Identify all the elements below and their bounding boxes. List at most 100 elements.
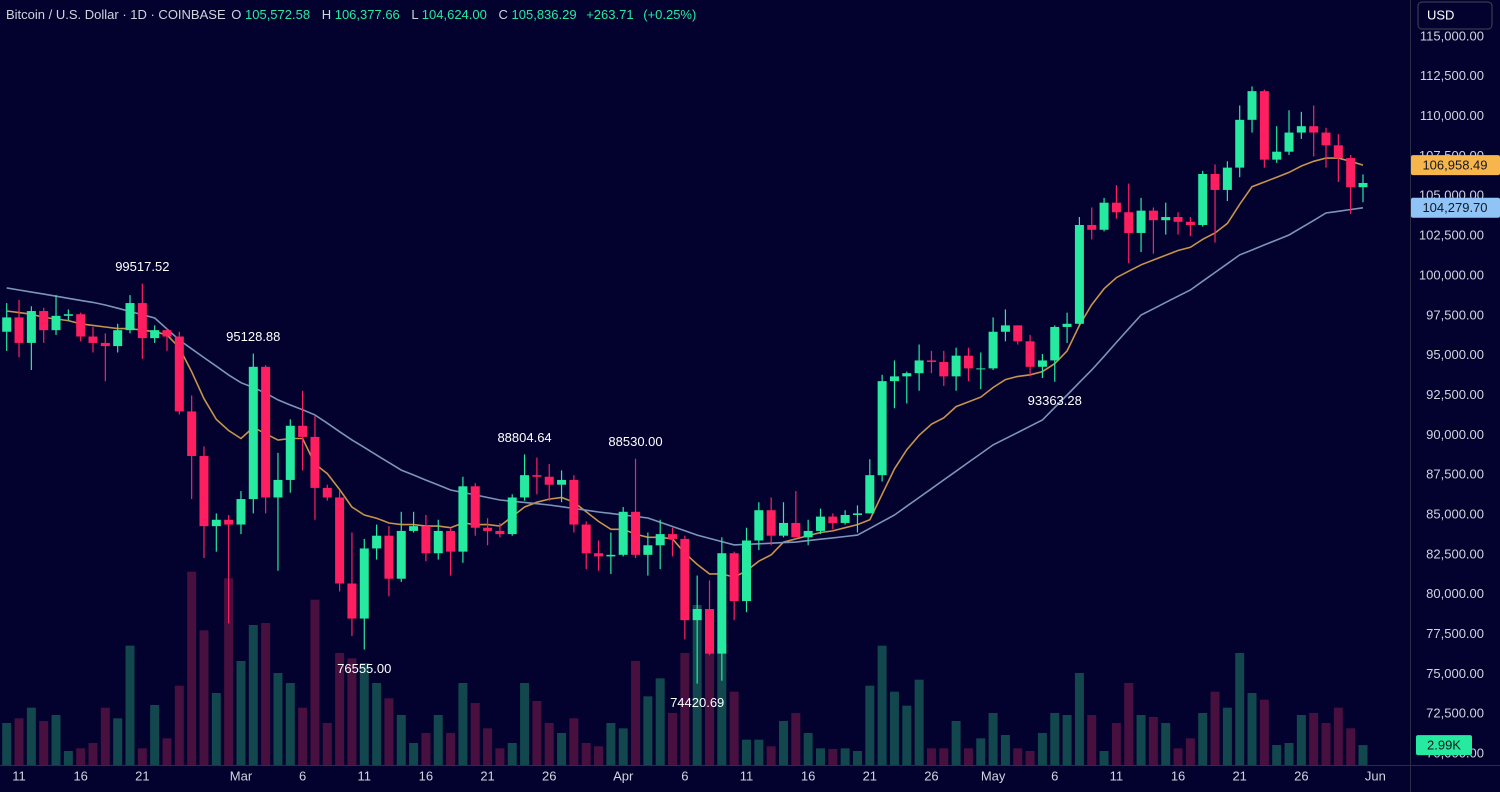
candle-body	[1025, 341, 1035, 367]
volume-bar	[532, 701, 542, 765]
candle-body	[335, 497, 345, 584]
candle-body	[285, 425, 295, 480]
volume-bar	[26, 707, 36, 765]
x-tick-label: 16	[801, 768, 815, 783]
x-tick-label: 11	[358, 768, 372, 783]
candle-body	[754, 510, 764, 541]
candle-body	[322, 487, 332, 498]
volume-bar	[63, 751, 73, 765]
volume-bar	[902, 705, 912, 765]
candle-body	[791, 522, 801, 538]
volume-bar	[618, 728, 628, 765]
price-annotation: 76555.00	[337, 661, 391, 676]
volume-bar	[162, 738, 172, 765]
x-tick-label: 6	[299, 768, 306, 783]
volume-bar	[1136, 715, 1146, 765]
volume-bar	[840, 748, 850, 765]
candle-body	[199, 456, 209, 527]
candle-body	[384, 535, 394, 579]
field-value: 104,624.00	[421, 7, 487, 22]
volume-bar	[248, 625, 258, 765]
field-key: O	[231, 7, 242, 22]
volume-bar	[988, 713, 998, 765]
candle-body	[557, 479, 567, 485]
y-tick-label: 100,000.00	[1419, 267, 1484, 282]
candle-body	[1111, 202, 1121, 213]
volume-bar	[877, 645, 887, 765]
candle-body	[606, 554, 616, 557]
candle-body	[470, 486, 480, 528]
candle-body	[137, 303, 147, 339]
volume-bar	[1050, 713, 1060, 765]
candle-body	[211, 519, 221, 527]
candle-body	[224, 519, 234, 525]
field-key: H	[321, 7, 332, 22]
volume-bar	[150, 705, 160, 765]
candle-body	[655, 534, 665, 546]
price-annotation: 95128.88	[226, 329, 280, 344]
y-tick-label: 80,000.00	[1426, 586, 1484, 601]
candle-body	[705, 609, 715, 654]
volume-bar	[1358, 745, 1368, 765]
volume-bar	[1000, 735, 1010, 765]
x-tick-label: 11	[740, 768, 754, 783]
candle-body	[544, 476, 554, 485]
volume-bar	[199, 630, 209, 765]
x-tick-label: 16	[419, 768, 433, 783]
x-tick-label: 16	[1171, 768, 1185, 783]
candle-body	[1222, 167, 1232, 190]
volume-bar	[778, 721, 788, 765]
candle-body	[865, 475, 875, 514]
volume-bar	[88, 743, 98, 765]
volume-value-label: 2.99K	[1427, 738, 1461, 753]
candle-body	[1037, 360, 1047, 367]
volume-bar	[261, 623, 271, 765]
candle-body	[273, 479, 283, 498]
candle-body	[248, 366, 258, 500]
candle-body	[433, 530, 443, 554]
candle-body	[742, 540, 751, 602]
y-tick-label: 85,000.00	[1426, 506, 1484, 521]
x-tick-label: 21	[1232, 768, 1246, 783]
volume-bar	[889, 691, 899, 765]
moving-average	[6, 157, 1364, 578]
candle-body	[261, 366, 271, 498]
price-annotation: 74420.69	[670, 695, 724, 710]
y-tick-label: 90,000.00	[1426, 427, 1484, 442]
volume-bar	[1074, 673, 1084, 765]
candle-body	[889, 376, 899, 382]
volume-bar	[1235, 653, 1245, 765]
currency-button[interactable]	[1417, 1, 1493, 30]
volume-bar	[359, 663, 369, 765]
candles	[2, 86, 1368, 684]
candle-body	[88, 336, 98, 343]
candle-body	[507, 497, 517, 535]
y-tick-label: 72,500.00	[1426, 706, 1484, 721]
x-tick-label: Apr	[613, 768, 634, 783]
y-tick-label: 115,000.00	[1420, 28, 1484, 43]
volume-bar	[1321, 723, 1331, 765]
candle-body	[1099, 202, 1109, 230]
y-tick-label: 75,000.00	[1426, 666, 1484, 681]
volume-bar	[51, 715, 61, 765]
candle-body	[877, 381, 887, 476]
candle-body	[495, 530, 505, 535]
volume-bar	[926, 748, 936, 765]
candle-body	[939, 362, 949, 377]
volume-bar	[211, 693, 221, 765]
volume-bar	[643, 696, 653, 765]
currency-label: USD	[1427, 7, 1454, 22]
candle-body	[2, 317, 12, 332]
candle-body	[803, 530, 813, 538]
volume-bar	[581, 743, 591, 765]
volume-bar	[655, 678, 665, 765]
x-tick-label: 11	[1110, 768, 1124, 783]
volume-bar	[125, 645, 135, 765]
candle-body	[1062, 323, 1072, 327]
ma-price-label: 106,958.49	[1422, 158, 1487, 173]
candle-body	[1161, 217, 1171, 221]
x-tick-label: May	[981, 768, 1006, 783]
candle-body	[483, 527, 493, 531]
volume-bar	[668, 713, 678, 765]
